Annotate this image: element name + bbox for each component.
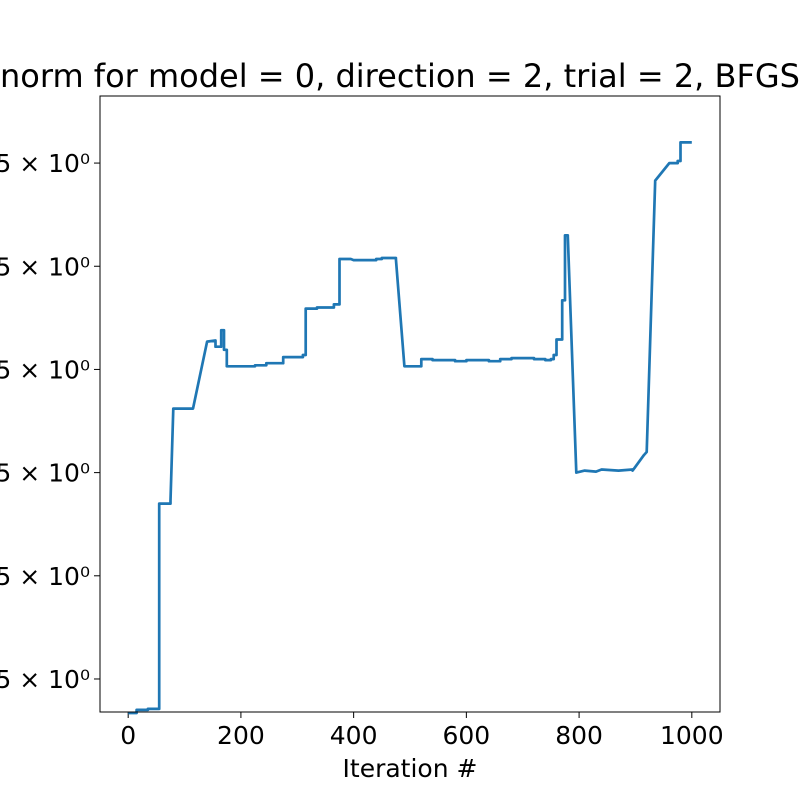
- y-tick-label: 5 × 10⁰: [0, 355, 90, 384]
- x-tick-label: 200: [217, 721, 265, 750]
- x-tick-label: 1000: [660, 721, 724, 750]
- chart-title: norm for model = 0, direction = 2, trial…: [0, 57, 800, 95]
- x-tick-label: 800: [555, 721, 603, 750]
- plot-frame: [99, 95, 721, 713]
- y-tick-label: 5 × 10⁰: [0, 149, 90, 178]
- y-tick-label: 5 × 10⁰: [0, 252, 90, 281]
- y-tick-label: 5 × 10⁰: [0, 459, 90, 488]
- x-tick-label: 600: [443, 721, 491, 750]
- series-layer: [128, 141, 692, 715]
- y-axis-ticks: 5 × 10⁰ 5 × 10⁰ 5 × 10⁰ 5 × 10⁰ 5 × 10⁰ 5 × 1…: [0, 149, 100, 694]
- x-tick-label: 400: [330, 721, 378, 750]
- series-line: [128, 141, 692, 715]
- y-tick-label: 5 × 10⁰: [0, 665, 90, 694]
- y-tick-label: 5 × 10⁰: [0, 562, 90, 591]
- x-axis-label: Iteration #: [343, 754, 478, 783]
- x-axis-ticks: 0 200 400 600 800 1000: [120, 712, 724, 750]
- x-tick-label: 0: [120, 721, 136, 750]
